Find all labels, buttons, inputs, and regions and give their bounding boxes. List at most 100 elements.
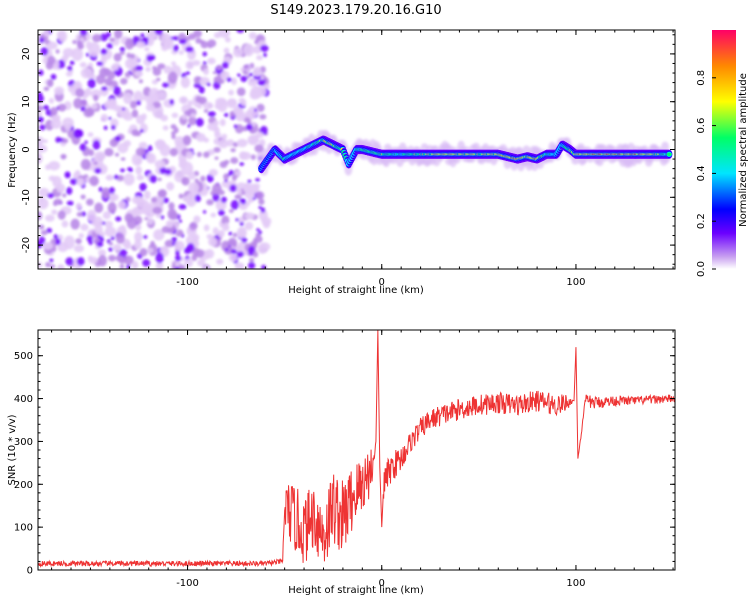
noise-blob xyxy=(87,255,93,262)
noise-blob xyxy=(72,40,77,45)
noise-blob xyxy=(120,157,126,161)
noise-blob xyxy=(208,237,218,247)
noise-blob xyxy=(74,169,81,176)
noise-blob xyxy=(113,86,121,96)
noise-blob xyxy=(64,171,71,179)
noise-blob xyxy=(190,113,196,118)
noise-blob xyxy=(173,36,179,41)
noise-blob xyxy=(75,238,82,245)
noise-blob xyxy=(228,253,238,262)
noise-blob xyxy=(223,173,230,181)
noise-blob xyxy=(239,162,245,167)
y-tick-label: 200 xyxy=(14,480,33,491)
noise-blob xyxy=(156,77,161,82)
noise-blob xyxy=(175,250,180,256)
noise-blob xyxy=(157,63,166,70)
noise-blob xyxy=(255,131,264,139)
noise-blob xyxy=(262,220,271,229)
noise-blob xyxy=(208,169,218,177)
noise-blob xyxy=(38,196,44,202)
noise-blob xyxy=(95,74,106,85)
noise-blob xyxy=(108,116,112,120)
noise-blob xyxy=(185,151,194,160)
noise-blob xyxy=(48,161,61,171)
noise-blob xyxy=(144,47,150,52)
noise-blob xyxy=(224,248,229,252)
x-tick-label: 0 xyxy=(379,277,385,288)
noise-blob xyxy=(202,61,207,65)
ridge-peak xyxy=(666,152,672,156)
noise-blob xyxy=(258,198,265,206)
noise-blob xyxy=(135,41,146,49)
noise-blob xyxy=(257,243,267,254)
noise-blob xyxy=(221,133,228,140)
colorbar-label: Normalized spectral amplitude xyxy=(738,73,749,227)
noise-blob xyxy=(80,158,91,171)
noise-blob xyxy=(222,61,229,69)
noise-blob xyxy=(254,144,264,153)
noise-blob xyxy=(179,96,188,105)
noise-blob xyxy=(231,77,237,86)
noise-blob xyxy=(119,224,127,235)
noise-blob xyxy=(91,33,102,43)
noise-blob xyxy=(115,232,125,244)
noise-blob xyxy=(107,70,116,80)
noise-blob xyxy=(124,58,134,69)
noise-blob xyxy=(65,71,73,77)
noise-blob xyxy=(100,48,108,55)
noise-blob xyxy=(185,60,194,70)
spectrogram-x-axis-label: Height of straight line (km) xyxy=(288,285,424,296)
noise-blob xyxy=(181,176,190,186)
noise-blob xyxy=(67,65,73,71)
noise-blob xyxy=(142,37,149,43)
noise-blob xyxy=(226,77,232,83)
noise-blob xyxy=(212,227,219,235)
noise-blob xyxy=(212,193,220,202)
noise-blob xyxy=(49,258,54,263)
noise-blob xyxy=(104,226,117,237)
noise-blob xyxy=(129,100,137,109)
noise-blob xyxy=(76,211,83,217)
noise-blob xyxy=(235,218,239,222)
noise-blob xyxy=(98,254,107,267)
noise-blob xyxy=(164,168,172,175)
noise-blob xyxy=(224,36,231,43)
snr-x-axis-label: Height of straight line (km) xyxy=(288,585,424,596)
noise-blob xyxy=(230,249,238,254)
noise-blob xyxy=(247,106,259,118)
noise-blob xyxy=(142,259,151,267)
noise-blob xyxy=(62,193,67,198)
noise-blob xyxy=(114,152,120,157)
noise-blob xyxy=(38,144,48,153)
noise-blob xyxy=(117,200,127,210)
noise-blob xyxy=(90,89,102,99)
noise-blob xyxy=(151,197,158,203)
noise-blob xyxy=(255,191,265,200)
noise-blob xyxy=(138,141,148,150)
noise-blob xyxy=(114,30,123,39)
noise-blob xyxy=(179,264,186,269)
noise-blob xyxy=(152,206,163,214)
y-tick-label: -10 xyxy=(21,189,32,205)
noise-blob xyxy=(50,264,56,269)
noise-blob xyxy=(218,30,231,38)
noise-blob xyxy=(105,174,114,181)
noise-blob xyxy=(38,136,45,145)
noise-blob xyxy=(197,259,206,267)
y-tick-label: -20 xyxy=(21,237,32,253)
colorbar-gradient-bar xyxy=(712,30,736,269)
noise-blob xyxy=(260,207,266,213)
noise-blob xyxy=(73,97,83,109)
x-tick-label: 0 xyxy=(379,578,385,589)
noise-blob xyxy=(61,155,66,160)
noise-blob xyxy=(75,202,82,210)
colorbar: 0.0 0.2 0.4 0.6 0.8 Normalized spectral ampl… xyxy=(696,30,749,277)
noise-blob xyxy=(132,67,137,73)
noise-blob xyxy=(174,261,181,268)
noise-blob xyxy=(119,46,126,52)
noise-blob xyxy=(124,213,134,223)
noise-blob xyxy=(131,109,139,118)
noise-blob xyxy=(50,107,58,116)
noise-blob xyxy=(191,254,198,261)
noise-blob xyxy=(184,110,193,117)
